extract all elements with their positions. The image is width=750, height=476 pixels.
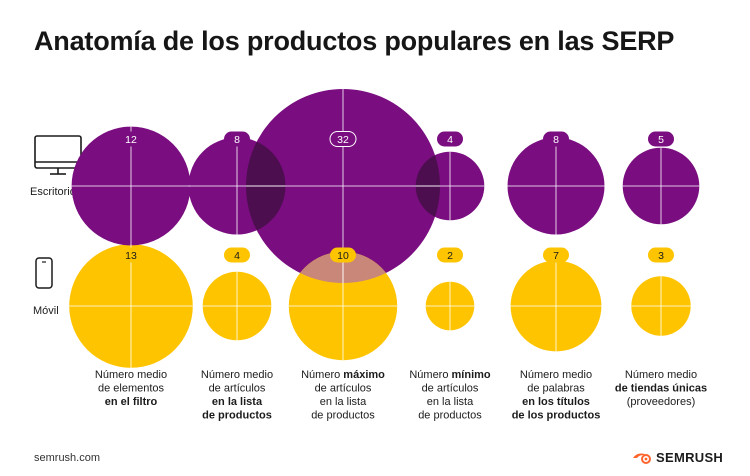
desktop-value-label-4: 4: [447, 134, 453, 146]
brand-name: SEMRUSH: [656, 450, 724, 465]
source-footer: semrush.com: [34, 452, 101, 464]
mobile-value-label-4: 2: [447, 250, 453, 262]
row-label-mobile: Móvil: [33, 305, 59, 317]
category-label-line: Número medio: [625, 369, 697, 381]
category-label-line: en el filtro: [105, 396, 158, 408]
mobile-value-pill-4: [437, 247, 463, 263]
mobile-value-pill-1: [118, 247, 144, 263]
category-label-line: de artículos: [209, 383, 266, 395]
smartphone-icon: [35, 257, 53, 289]
desktop-value-pill-1: [118, 131, 144, 147]
desktop-value-label-2: 8: [234, 134, 240, 146]
desktop-value-pill-2: [224, 131, 250, 147]
desktop-value-label-1: 12: [125, 134, 137, 146]
category-label-line: de los productos: [512, 410, 601, 422]
brand-logo: SEMRUSH: [632, 450, 723, 465]
category-label-line: Número medio: [520, 369, 592, 381]
desktop-value-pill-6: [648, 131, 674, 147]
category-label-line: de palabras: [527, 383, 585, 395]
semrush-flame-icon: [633, 453, 651, 464]
mobile-value-label-2: 4: [234, 250, 240, 262]
category-label-line: de productos: [418, 410, 482, 422]
mobile-value-label-1: 13: [125, 250, 137, 262]
mobile-value-pill-5: [543, 247, 569, 263]
desktop-value-label-6: 5: [658, 134, 664, 146]
mobile-value-label-5: 7: [553, 250, 559, 262]
category-label-line: en la lista: [212, 396, 263, 408]
category-label-line: Número máximo: [301, 369, 385, 381]
mobile-value-label-3: 10: [337, 250, 349, 262]
mobile-value-pill-2: [224, 247, 250, 263]
category-label-line: Número mínimo: [409, 369, 491, 381]
mobile-value-pill-6: [648, 247, 674, 263]
category-label-line: en la lista: [427, 396, 474, 408]
mobile-value-pill-3: [330, 247, 356, 263]
category-label-line: de productos: [202, 410, 272, 422]
category-label-line: Número medio: [95, 369, 167, 381]
desktop-value-pill-3: [329, 131, 357, 147]
category-label-line: en la lista: [320, 396, 367, 408]
category-label-line: de productos: [311, 410, 375, 422]
mobile-value-label-6: 3: [658, 250, 664, 262]
desktop-value-pill-5: [543, 131, 569, 147]
category-label-line: de tiendas únicas: [615, 383, 707, 395]
overlap-region-desktop-2: [246, 137, 286, 235]
desktop-value-label-5: 8: [553, 134, 559, 146]
category-label-line: de artículos: [422, 383, 479, 395]
desktop-value-pill-4: [437, 131, 463, 147]
overlap-region-desktop-4: [415, 151, 440, 221]
category-label-6: Número medio de tiendas únicas(proveedore…: [615, 369, 707, 408]
desktop-value-label-3: 32: [337, 134, 349, 146]
category-label-line: (proveedores): [627, 396, 695, 408]
category-label-line: Número medio: [201, 369, 273, 381]
desktop-monitor-icon: [34, 135, 82, 175]
category-label-line: en los títulos: [522, 396, 590, 408]
chart-title: Anatomía de los productos populares en l…: [34, 26, 675, 56]
category-label-line: de elementos: [98, 383, 165, 395]
category-label-line: de artículos: [315, 383, 372, 395]
row-label-desktop: Escritorio: [30, 186, 76, 198]
overlap-region-mobile-3: [288, 251, 398, 283]
